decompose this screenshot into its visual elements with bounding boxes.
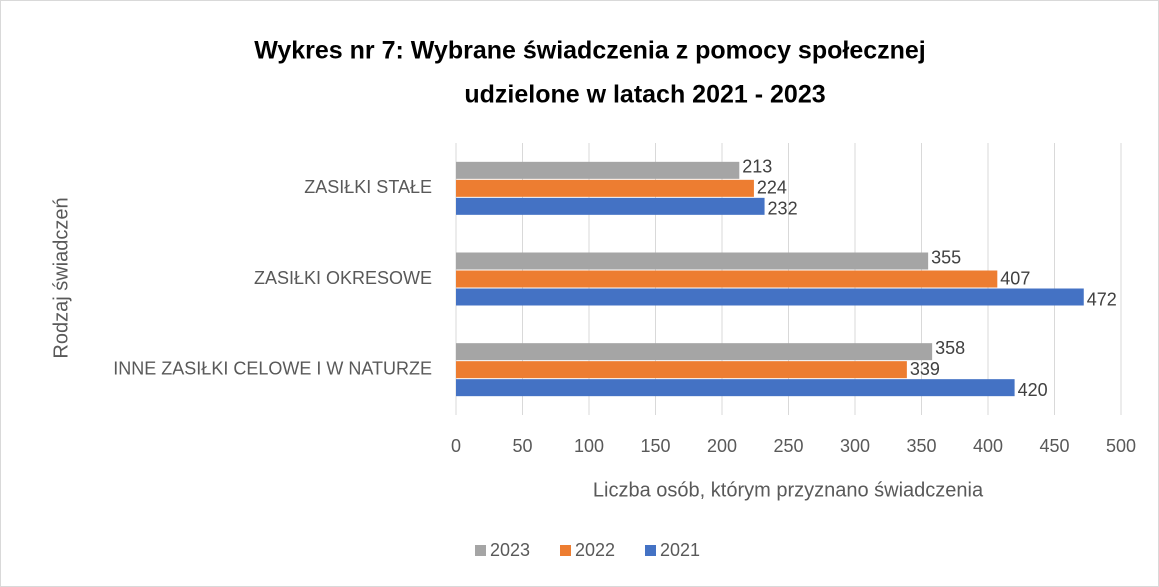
- y-axis-label: Rodzaj świadczeń: [50, 197, 72, 358]
- legend-swatch: [560, 545, 571, 556]
- x-tick-label: 200: [707, 436, 737, 456]
- legend-label: 2021: [660, 540, 700, 560]
- data-label: 339: [910, 359, 940, 379]
- data-label: 358: [935, 338, 965, 358]
- chart-title: udzielone w latach 2021 - 2023: [464, 81, 825, 109]
- y-tick-label: ZASIŁKI OKRESOWE: [254, 268, 432, 288]
- x-tick-label: 400: [973, 436, 1003, 456]
- legend-swatch: [475, 545, 486, 556]
- bar: [456, 161, 740, 179]
- bar: [456, 252, 929, 270]
- legend-swatch: [645, 545, 656, 556]
- legend-label: 2022: [575, 540, 615, 560]
- data-label: 355: [931, 247, 961, 267]
- x-tick-label: 450: [1039, 436, 1069, 456]
- x-axis-label: Liczba osób, którym przyznano świadczeni…: [593, 479, 984, 501]
- y-tick-label: INNE ZASIŁKI CELOWE I W NATURZE: [113, 358, 432, 378]
- bar: [456, 270, 998, 288]
- x-tick-label: 300: [840, 436, 870, 456]
- bar: [456, 288, 1084, 306]
- chart-title: Wykres nr 7: Wybrane świadczenia z pomoc…: [254, 37, 926, 65]
- bar: [456, 343, 933, 361]
- bar: [456, 361, 907, 379]
- data-label: 420: [1018, 380, 1048, 400]
- bar: [456, 197, 765, 215]
- x-tick-label: 350: [906, 436, 936, 456]
- legend-label: 2023: [490, 540, 530, 560]
- x-tick-label: 100: [574, 436, 604, 456]
- bar: [456, 379, 1015, 397]
- data-label: 224: [757, 178, 787, 198]
- y-tick-label: ZASIŁKI STAŁE: [304, 177, 432, 197]
- data-label: 407: [1000, 268, 1030, 288]
- x-tick-label: 500: [1106, 436, 1136, 456]
- x-tick-label: 250: [773, 436, 803, 456]
- bar: [456, 179, 754, 197]
- x-tick-label: 50: [512, 436, 532, 456]
- data-label: 472: [1087, 289, 1117, 309]
- data-label: 213: [742, 157, 772, 177]
- x-tick-label: 150: [640, 436, 670, 456]
- x-tick-label: 0: [451, 436, 461, 456]
- data-label: 232: [768, 199, 798, 219]
